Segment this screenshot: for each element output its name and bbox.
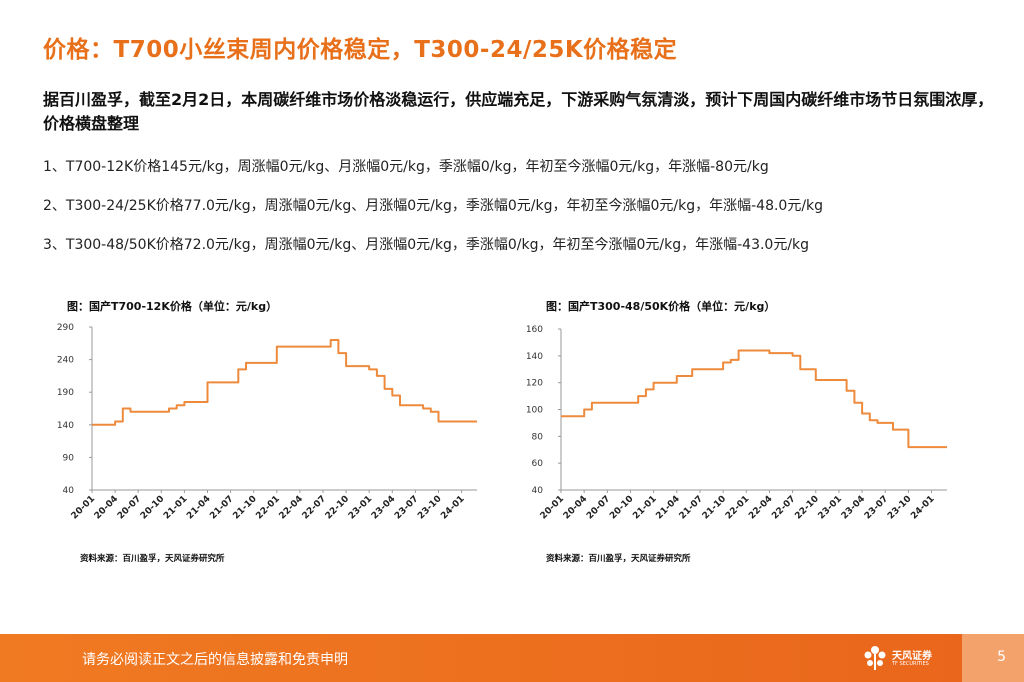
x-tick-label: 21-04 — [654, 494, 681, 521]
y-tick-label: 290 — [57, 323, 74, 333]
chart-title-t700: 图：国产T700-12K价格（单位：元/kg） — [67, 300, 278, 313]
y-tick-label: 100 — [526, 406, 543, 416]
flower-logo-icon — [864, 646, 886, 670]
y-tick-label: 190 — [57, 388, 74, 398]
logo-name: 天风证券 — [892, 651, 932, 662]
y-tick-label: 140 — [57, 421, 74, 431]
chart-source-t300-48k: 资料来源：百川盈孚，天风证券研究所 — [546, 554, 691, 564]
x-tick-label: 20-10 — [608, 494, 635, 521]
chart-source-t700: 资料来源：百川盈孚，天风证券研究所 — [80, 554, 225, 564]
summary-text: 据百川盈孚，截至2月2日，本周碳纤维市场价格淡稳运行，供应端充足，下游采购气氛清… — [43, 90, 994, 133]
page-number: 5 — [997, 649, 1006, 665]
logo-subtitle: TF SECURITIES — [892, 661, 929, 667]
x-tick-label: 21-01 — [631, 494, 658, 521]
x-tick-label: 24-01 — [909, 494, 936, 521]
y-tick-label: 40 — [63, 486, 75, 496]
x-tick-label: 23-04 — [840, 494, 867, 521]
x-tick-label: 20-04 — [562, 494, 589, 521]
y-tick-label: 120 — [526, 379, 543, 389]
x-tick-label: 22-10 — [793, 494, 820, 521]
x-tick-label: 21-10 — [701, 494, 728, 521]
y-tick-label: 80 — [532, 432, 544, 442]
price-bullet-t700: 1、T700-12K价格145元/kg，周涨幅0元/kg、月涨幅0元/kg，季涨… — [43, 159, 769, 175]
x-tick-label: 23-07 — [863, 494, 890, 521]
x-tick-label: 20-07 — [585, 494, 612, 521]
y-tick-label: 40 — [532, 486, 544, 496]
price-series-line — [92, 339, 477, 426]
disclaimer-text: 请务必阅读正文之后的信息披露和免责申明 — [82, 652, 348, 668]
y-tick-label: 140 — [526, 352, 543, 362]
x-tick-label: 22-04 — [747, 494, 774, 521]
x-tick-label: 23-10 — [886, 494, 913, 521]
company-logo: 天风证券 TF SECURITIES — [862, 644, 942, 674]
page-title: 价格：T700小丝束周内价格稳定，T300-24/25K价格稳定 — [43, 37, 678, 63]
y-tick-label: 90 — [63, 453, 75, 463]
price-bullet-t300-48k: 3、T300-48/50K价格72.0元/kg，周涨幅0元/kg、月涨幅0元/k… — [43, 237, 810, 253]
y-tick-label: 240 — [57, 356, 74, 366]
chart-title-t300-48k: 图：国产T300-48/50K价格（单位：元/kg） — [546, 300, 776, 313]
y-tick-label: 60 — [532, 459, 544, 469]
y-tick-label: 160 — [526, 325, 543, 335]
x-tick-label: 20-01 — [539, 494, 566, 521]
price-series-line — [561, 349, 947, 449]
x-tick-label: 23-01 — [817, 494, 844, 521]
x-tick-label: 22-01 — [724, 494, 751, 521]
x-tick-label: 22-07 — [770, 494, 797, 521]
page-number-badge: 5 — [962, 634, 1024, 682]
price-bullet-t300-24k: 2、T300-24/25K价格77.0元/kg，周涨幅0元/kg、月涨幅0元/k… — [43, 198, 824, 214]
x-tick-label: 21-07 — [678, 494, 705, 521]
footer-bar: 请务必阅读正文之后的信息披露和免责申明 天风证券 TF SECURITIES 5 — [0, 634, 1024, 682]
